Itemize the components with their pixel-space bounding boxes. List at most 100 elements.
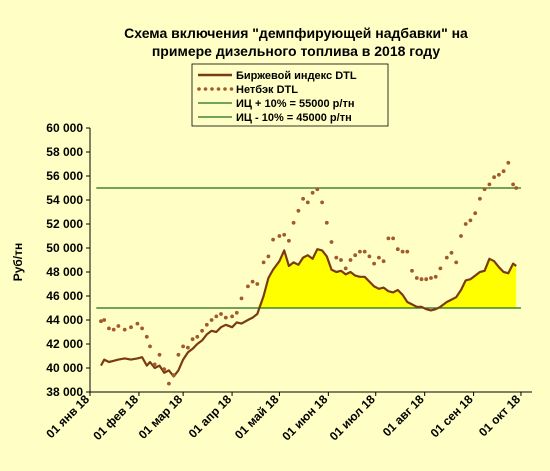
series-point-netback	[176, 352, 181, 357]
series-point-netback	[463, 222, 468, 226]
plot-area: 38 000 40 000 42 000 44 000 46 000 48 000 50 0…	[43, 121, 532, 443]
legend-swatch-dot	[229, 87, 234, 91]
series-point-netback	[162, 367, 167, 372]
series-point-netback	[140, 326, 145, 331]
y-tick-label: 56 000	[46, 169, 83, 183]
series-point-netback	[266, 254, 271, 259]
series-point-netback	[468, 218, 473, 223]
series-point-netback	[116, 324, 121, 328]
series-point-netback	[320, 200, 324, 205]
y-tick-label: 46 000	[46, 289, 83, 303]
series-point-netback	[310, 190, 315, 195]
series-point-netback	[271, 237, 275, 242]
series-point-netback	[223, 315, 228, 320]
x-tick-label: 01 мар 18	[136, 392, 186, 442]
series-point-netback	[514, 186, 519, 190]
y-tick-label: 44 000	[46, 313, 83, 327]
series-point-netback	[186, 345, 190, 350]
legend-label-1: Нетбэк DTL	[236, 84, 298, 96]
series-point-netback	[230, 314, 235, 319]
x-tick-label: 01 авг 18	[380, 392, 427, 439]
y-tick-label: 54 000	[46, 193, 83, 207]
series-point-netback	[429, 276, 433, 280]
x-tick-label: 01 июл 18	[327, 392, 378, 443]
chart-title-line2: примере дизельного топлива в 2018 году	[152, 43, 441, 59]
series-point-netback	[296, 208, 301, 213]
series-point-netback	[255, 282, 260, 286]
series-point-netback	[478, 196, 482, 201]
y-tick-label: 48 000	[46, 265, 83, 279]
series-point-netback	[438, 266, 443, 271]
series-point-netback	[181, 344, 186, 349]
damper-fill-area	[101, 249, 517, 308]
y-axis-label: Руб/тн	[11, 243, 25, 282]
series-point-netback	[157, 352, 162, 357]
series-point-netback	[348, 258, 353, 262]
series-point-netback	[459, 234, 463, 238]
series-point-netback	[167, 381, 171, 386]
series-point-netback	[487, 182, 492, 187]
series-point-netback	[315, 187, 320, 192]
series-point-netback	[449, 250, 454, 255]
legend-swatch-dot	[203, 87, 208, 91]
series-point-netback	[506, 160, 511, 165]
x-tick-label: 01 фев 18	[90, 392, 141, 443]
series-point-netback	[362, 249, 367, 254]
series-point-netback	[234, 310, 239, 315]
series-point-netback	[209, 318, 214, 322]
series-point-netback	[334, 255, 339, 260]
series-point-netback	[454, 260, 459, 265]
series-point-netback	[482, 187, 487, 192]
series-point-netback	[305, 200, 310, 205]
series-point-netback	[219, 312, 223, 316]
x-tick-label: 01 июн 18	[279, 392, 330, 443]
x-tick-label: 01 сен 18	[428, 392, 476, 440]
series-point-netback	[111, 327, 116, 332]
y-tick-label: 52 000	[46, 217, 83, 231]
series-point-netback	[246, 284, 250, 289]
series-point-netback	[414, 276, 419, 280]
y-tick-label: 50 000	[46, 241, 83, 255]
series-point-netback	[405, 249, 410, 254]
series-point-netback	[148, 344, 152, 349]
series-point-netback	[129, 325, 133, 330]
series-point-netback	[424, 277, 429, 282]
series-point-netback	[511, 182, 515, 187]
x-tick-label: 01 май 18	[232, 392, 282, 442]
series-point-netback	[102, 318, 107, 322]
series-point-netback	[497, 172, 501, 177]
series-point-netback	[473, 211, 478, 216]
series-point-netback	[200, 328, 205, 333]
x-tick-label: 01 окт 18	[476, 392, 523, 439]
series-point-netback	[195, 334, 200, 339]
y-tick-label: 58 000	[46, 145, 83, 159]
series-point-netback	[339, 258, 343, 262]
series-point-netback	[152, 362, 157, 367]
series-point-netback	[190, 337, 195, 342]
legend-label-0: Биржевой индекс DTL	[236, 70, 357, 82]
series-line-exchange-index	[100, 248, 517, 378]
series-point-netback	[400, 249, 405, 254]
y-tick-label: 38 000	[46, 385, 83, 399]
legend-swatch-dot	[223, 87, 227, 91]
legend-label-3: ИЦ - 10% = 45000 р/тн	[236, 112, 352, 124]
series-point-netback	[386, 236, 391, 241]
series-point-netback	[391, 236, 395, 241]
series-point-netback	[410, 268, 414, 273]
series-point-netback	[353, 253, 358, 258]
series-point-netback	[329, 240, 334, 244]
series-point-netback	[419, 277, 424, 282]
legend-swatch-dot	[210, 87, 214, 91]
series-point-netback	[287, 238, 291, 243]
series-point-netback	[261, 260, 266, 265]
x-tick-label: 01 апр 18	[186, 392, 235, 441]
legend: Биржевой индекс DTL Нетбэк DTL ИЦ + 10% = …	[191, 63, 389, 127]
series-point-netback	[250, 279, 255, 284]
legend-swatch-dot	[216, 87, 221, 91]
y-tick-label: 60 000	[46, 121, 83, 135]
series-point-netback	[377, 255, 381, 260]
series-point-netback	[381, 259, 386, 264]
series-point-netback	[444, 255, 449, 260]
series-point-netback	[277, 234, 282, 238]
